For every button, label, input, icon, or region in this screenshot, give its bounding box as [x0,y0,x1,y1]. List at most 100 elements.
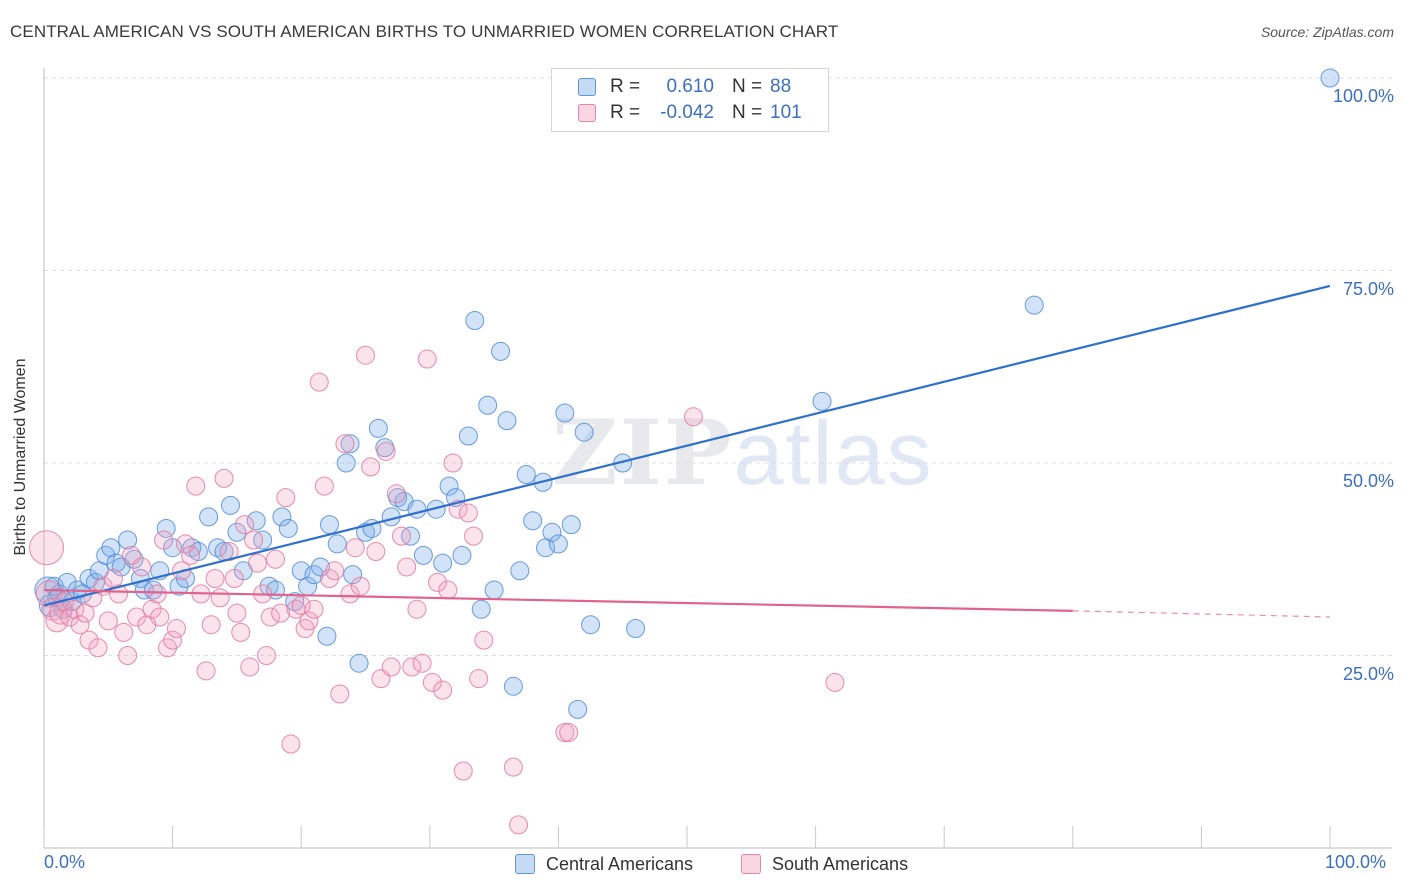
central-point-71 [478,395,498,415]
legend-r-value-central: 0.610 [666,76,714,97]
central-point-25 [169,576,189,596]
south-point-54 [281,734,301,754]
south-point-8 [70,615,90,635]
central-point-91 [1024,295,1044,315]
central-point-81 [542,522,562,542]
south-point-84 [433,680,453,700]
legend-n-label: N = [732,102,763,123]
series-south-americans [29,345,845,835]
south-point-35 [196,661,216,681]
south-point-64 [330,684,350,704]
legend-swatch-south [578,104,596,122]
central-point-92 [1320,68,1340,88]
south-point-89 [458,503,478,523]
south-point-74 [381,657,401,677]
south-point-25 [150,607,170,627]
south-point-24 [147,584,167,604]
watermark-atlas: atlas [733,404,934,504]
trend-line-central [43,284,1331,607]
south-point-61 [314,476,334,496]
stats-legend-row-central: R = 0.610 N = 88 [552,74,828,100]
central-point-68 [458,426,478,446]
south-point-44 [235,515,255,535]
central-point-32 [220,495,240,515]
central-point-85 [568,699,588,719]
series-legend: Central Americans South Americans [0,852,1406,876]
south-point-29 [166,619,186,639]
south-point-90 [464,526,484,546]
south-point-63 [325,561,345,581]
south-point-94 [509,815,529,835]
legend-r-label: R = [610,76,641,97]
south-point-58 [299,611,319,631]
central-point-67 [452,545,472,565]
y-tick-label-3: 100.0% [1332,86,1394,106]
south-point-45 [240,657,260,677]
watermark: ZIPatlas [552,400,934,506]
x-tick-label-max: 100.0% [1325,852,1387,872]
watermark-zip: ZIP [552,400,734,506]
y-tick-label-0: 25.0% [1342,663,1394,684]
axes [43,68,1392,849]
central-point-77 [516,465,536,485]
south-point-82 [422,672,442,692]
central-point-64 [433,553,453,573]
legend-n-value-central: 88 [770,76,792,97]
south-point-16 [109,584,129,604]
south-point-76 [392,526,412,546]
central-point-62 [413,545,433,565]
south-point-39 [214,468,234,488]
central-point-15 [106,553,126,573]
south-point-88 [453,761,473,781]
south-point-86 [443,453,463,473]
central-point-89 [626,619,646,639]
south-point-28 [163,630,183,650]
south-point-75 [386,484,406,504]
central-point-90 [812,391,832,411]
south-point-52 [271,603,291,623]
south-point-9 [75,603,95,623]
central-point-73 [491,341,511,361]
south-point-32 [181,545,201,565]
y-tick-label-1: 50.0% [1342,471,1394,491]
trend-line-south-extension [1072,610,1331,618]
south-point-60 [309,372,329,392]
south-point-71 [366,542,386,562]
south-point-26 [154,530,174,550]
chart-title: CENTRAL AMERICAN VS SOUTH AMERICAN BIRTH… [10,22,839,41]
south-point-23 [142,599,162,619]
south-point-53 [276,488,296,508]
south-point-81 [417,349,437,369]
south-point-37 [205,569,225,588]
south-point-42 [227,603,247,623]
south-point-96 [559,723,579,742]
central-point-40 [278,518,298,538]
central-point-48 [327,534,347,554]
south-point-69 [356,345,375,365]
south-point-80 [412,653,432,673]
south-point-65 [335,434,355,454]
central-point-17 [118,530,138,550]
stats-legend: R = 0.610 N = 88 R = -0.042 N = 101 [551,68,829,132]
south-point-20 [127,607,147,627]
south-point-18 [118,646,138,665]
south-point-79 [407,599,427,619]
central-point-86 [574,422,594,442]
south-point-59 [304,599,324,619]
south-point-83 [428,572,448,592]
central-point-29 [199,507,219,527]
south-point-68 [350,576,370,596]
central-point-21 [143,580,163,600]
y-tick-label-2: 75.0% [1342,278,1394,299]
south-point-14 [98,611,118,631]
south-point-0 [29,530,65,566]
central-point-78 [523,511,543,531]
south-point-41 [224,569,244,588]
central-point-76 [510,561,530,581]
central-point-83 [555,403,575,423]
south-point-36 [201,615,221,635]
south-point-97 [683,407,703,427]
legend-n-label: N = [732,76,763,97]
central-point-35 [246,511,266,531]
south-point-92 [474,630,494,650]
